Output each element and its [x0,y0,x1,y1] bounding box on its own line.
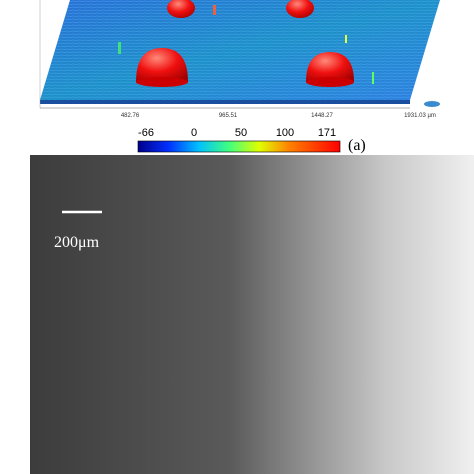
pillar-base [306,77,354,87]
spike [213,5,216,15]
axis-label: 1448.27 [311,113,333,119]
profile-panel: 482.76 965.51 1448.27 1931.03 µm [39,0,440,119]
axis-label: 482.76 [121,113,140,119]
pillar-dome [306,52,354,82]
scale-bar-label: 200μm [54,234,100,251]
spike [345,35,347,43]
colorbar-scale [137,140,341,153]
colorbar-tick-label: 100 [276,127,294,139]
colorbar-tick-label: 50 [235,127,247,139]
colorbar-tick-label: -66 [138,127,154,139]
colorbar-tick-label: 171 [318,127,336,139]
colorbar: -66 0 50 100 171 (a) [137,127,366,154]
spike [372,72,374,84]
surface-edge [40,100,410,104]
pillar-base [136,77,188,87]
colorbar-tick-label: 0 [191,127,197,139]
panel-label: (a) [348,137,366,154]
sem-image [30,155,474,474]
sem-panel: 200μm [30,155,474,474]
pillar-dome [167,0,195,18]
surface-texture [40,0,440,100]
axis-glyph [424,101,440,107]
axis-label: 1931.03 µm [404,113,436,119]
pillar-dome [136,48,188,82]
spike [118,42,121,54]
pillar-dome [286,0,314,18]
axis-label: 965.51 [219,113,238,119]
